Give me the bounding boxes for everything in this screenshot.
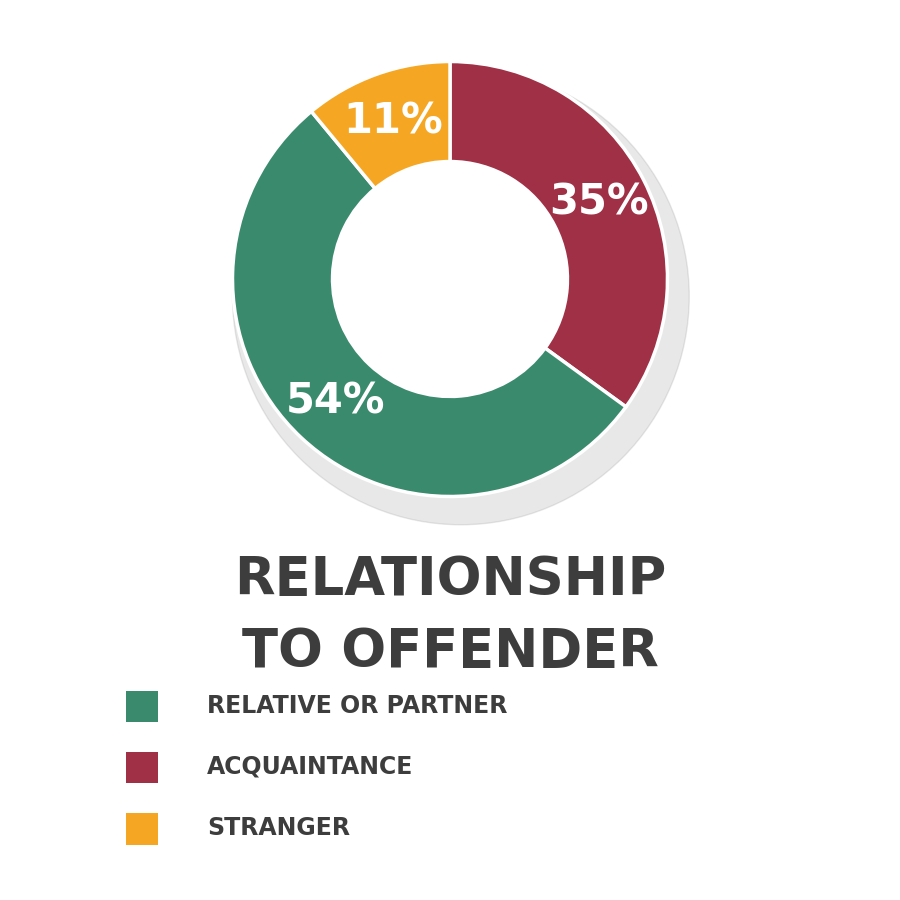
- Text: TO OFFENDER: TO OFFENDER: [241, 626, 659, 678]
- Text: 11%: 11%: [344, 101, 443, 142]
- Wedge shape: [232, 112, 626, 497]
- Text: 35%: 35%: [549, 182, 649, 224]
- Text: ACQUAINTANCE: ACQUAINTANCE: [207, 755, 413, 778]
- Text: RELATIONSHIP: RELATIONSHIP: [234, 554, 666, 606]
- Wedge shape: [311, 61, 450, 188]
- Text: RELATIVE OR PARTNER: RELATIVE OR PARTNER: [207, 694, 508, 717]
- Text: STRANGER: STRANGER: [207, 816, 350, 840]
- Circle shape: [332, 162, 568, 396]
- Wedge shape: [450, 61, 668, 407]
- Text: 54%: 54%: [285, 380, 385, 422]
- Ellipse shape: [232, 68, 689, 525]
